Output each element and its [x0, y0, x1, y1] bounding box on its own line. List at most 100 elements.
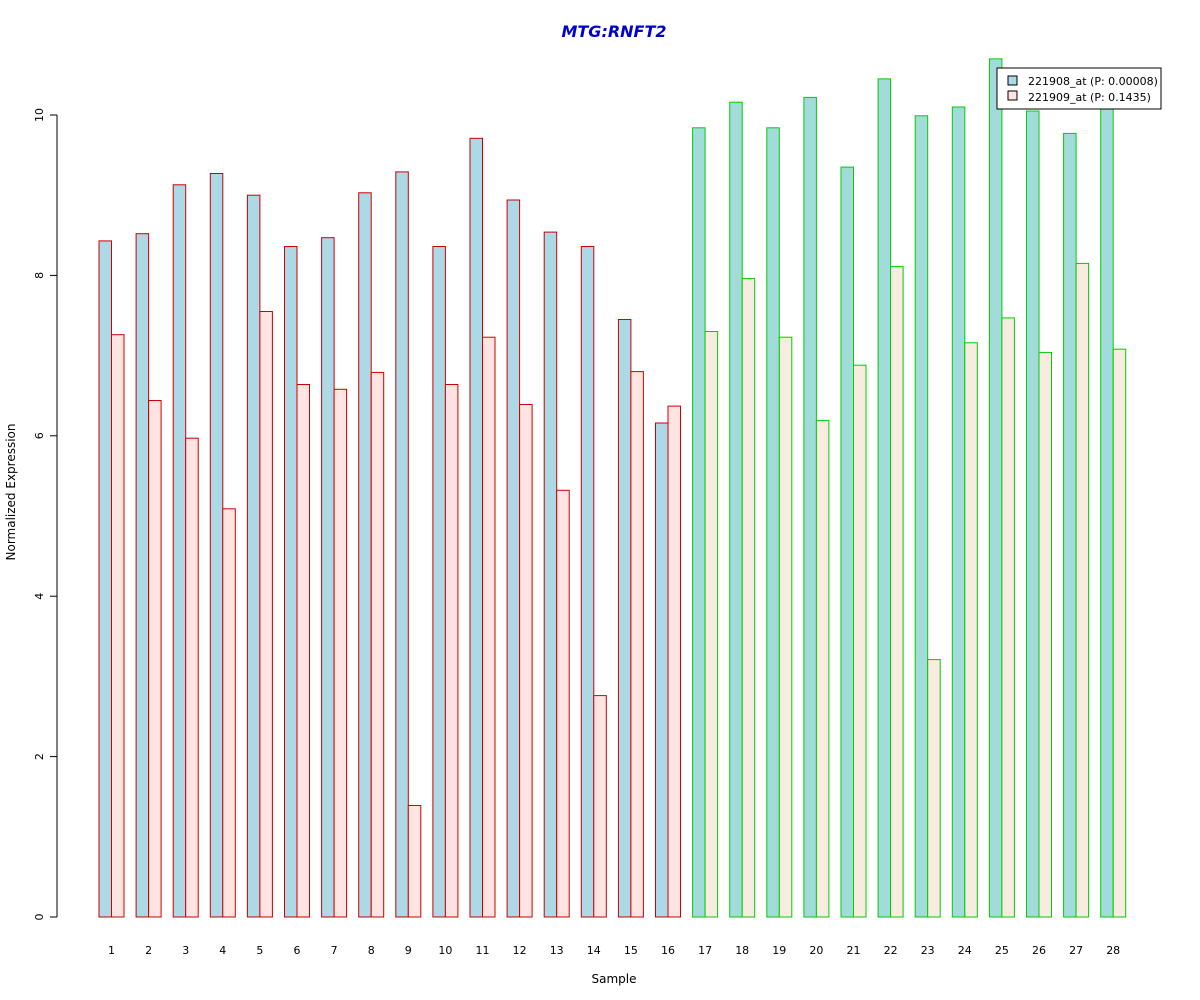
- bar-series-1-sample-11: [469, 137, 483, 918]
- x-tick-label-27: 27: [1069, 944, 1083, 957]
- bar-series-1-sample-22: [877, 78, 892, 918]
- bars-layer: [98, 58, 1127, 918]
- bar-series-2-sample-23: [927, 659, 941, 918]
- bar-series-2-sample-17: [704, 331, 719, 918]
- chart-title: MTG:RNFT2: [561, 22, 666, 41]
- bar-series-1-sample-7: [321, 237, 335, 918]
- x-tick-label-25: 25: [995, 944, 1009, 957]
- bar-series-2-sample-8: [370, 371, 385, 918]
- legend-label-series-2: 221909_at (P: 0.1435): [1028, 91, 1151, 104]
- x-axis-label: Sample: [592, 972, 637, 986]
- x-tick-label-28: 28: [1106, 944, 1120, 957]
- bar-series-1-sample-8: [358, 192, 372, 918]
- y-tick-label-6: 6: [33, 432, 46, 439]
- bar-series-2-sample-27: [1075, 262, 1090, 918]
- bar-series-1-sample-26: [1026, 110, 1040, 918]
- y-tick-label-2: 2: [33, 753, 46, 760]
- bar-series-1-sample-23: [914, 115, 929, 918]
- x-tick-label-23: 23: [921, 944, 935, 957]
- bar-series-1-sample-13: [543, 231, 558, 918]
- bar-series-2-sample-22: [890, 266, 904, 918]
- bar-series-2-sample-15: [630, 371, 644, 918]
- x-tick-label-12: 12: [513, 944, 527, 957]
- bar-series-2-sample-26: [1038, 351, 1052, 918]
- bar-series-2-sample-1: [111, 334, 125, 918]
- bar-series-1-sample-2: [135, 233, 150, 918]
- y-axis: 0 2 4 6 8 10: [33, 108, 58, 921]
- legend-label-series-1: 221908_at (P: 0.00008): [1028, 75, 1158, 88]
- bar-series-2-sample-6: [296, 384, 310, 918]
- bar-series-1-sample-28: [1100, 102, 1114, 918]
- y-tick-label-8: 8: [33, 272, 46, 279]
- bar-series-1-sample-4: [209, 173, 224, 918]
- x-tick-label-6: 6: [294, 944, 301, 957]
- bar-series-2-sample-24: [964, 342, 978, 918]
- x-tick-label-18: 18: [735, 944, 749, 957]
- bar-series-2-sample-25: [1001, 317, 1015, 918]
- bar-series-1-sample-9: [395, 171, 409, 918]
- y-tick-label-0: 0: [33, 914, 46, 921]
- x-tick-label-4: 4: [219, 944, 226, 957]
- x-tick-labels: 1 2 3 4 5 6 7 8 9 10 11 12 13 14 15 16 17 18 19 20 21 22 23 24 2…: [108, 944, 1120, 957]
- bar-series-2-sample-14: [593, 695, 607, 918]
- bar-series-1-sample-27: [1063, 132, 1077, 918]
- bar-series-1-sample-12: [506, 199, 521, 918]
- x-tick-label-16: 16: [661, 944, 675, 957]
- y-axis-label: Normalized Expression: [4, 423, 18, 560]
- bar-series-2-sample-7: [333, 388, 348, 918]
- x-tick-label-10: 10: [438, 944, 452, 957]
- x-tick-label-21: 21: [847, 944, 861, 957]
- bar-series-1-sample-21: [840, 166, 854, 918]
- x-tick-label-14: 14: [587, 944, 601, 957]
- bar-series-2-sample-20: [815, 420, 830, 918]
- bar-series-1-sample-24: [951, 106, 966, 918]
- x-tick-label-9: 9: [405, 944, 412, 957]
- legend: 221908_at (P: 0.00008) 221909_at (P: 0.1…: [996, 67, 1162, 110]
- bar-series-2-sample-10: [444, 384, 459, 918]
- bar-series-1-sample-18: [729, 101, 743, 918]
- bar-series-2-sample-16: [667, 405, 681, 918]
- x-tick-label-19: 19: [772, 944, 786, 957]
- x-tick-label-20: 20: [809, 944, 823, 957]
- bar-series-1-sample-10: [432, 246, 446, 918]
- x-tick-label-2: 2: [145, 944, 152, 957]
- x-tick-label-24: 24: [958, 944, 972, 957]
- bar-series-2-sample-28: [1112, 348, 1127, 918]
- x-tick-label-17: 17: [698, 944, 712, 957]
- bar-series-2-sample-3: [185, 437, 199, 918]
- legend-swatch-series-2: [1007, 90, 1018, 101]
- bar-series-1-sample-5: [246, 194, 261, 918]
- x-tick-label-5: 5: [256, 944, 263, 957]
- bar-series-1-sample-16: [655, 422, 669, 918]
- x-tick-label-8: 8: [368, 944, 375, 957]
- bar-series-2-sample-19: [778, 336, 793, 918]
- bar-series-1-sample-3: [172, 184, 187, 918]
- x-tick-label-1: 1: [108, 944, 115, 957]
- x-tick-label-11: 11: [476, 944, 490, 957]
- bar-series-2-sample-12: [519, 404, 533, 918]
- legend-swatch-series-1: [1007, 75, 1018, 86]
- bar-series-2-sample-18: [741, 278, 756, 918]
- x-tick-label-15: 15: [624, 944, 638, 957]
- x-tick-label-3: 3: [182, 944, 189, 957]
- x-tick-label-7: 7: [331, 944, 338, 957]
- bar-series-2-sample-13: [556, 489, 570, 918]
- bar-series-1-sample-6: [284, 246, 298, 918]
- y-tick-label-4: 4: [33, 593, 46, 600]
- bar-series-1-sample-19: [766, 127, 780, 918]
- bar-series-2-sample-11: [482, 336, 496, 918]
- legend-box: [996, 67, 1162, 110]
- bar-series-1-sample-1: [98, 240, 112, 918]
- bar-series-2-sample-5: [259, 311, 273, 918]
- bar-series-1-sample-15: [617, 319, 632, 918]
- bar-series-1-sample-17: [692, 127, 706, 918]
- bar-series-1-sample-20: [803, 96, 817, 918]
- bar-series-2-sample-9: [407, 805, 422, 918]
- x-tick-label-13: 13: [550, 944, 564, 957]
- bar-series-2-sample-2: [148, 400, 162, 918]
- x-tick-label-26: 26: [1032, 944, 1046, 957]
- bar-series-1-sample-25: [988, 58, 1003, 918]
- bar-series-2-sample-4: [222, 508, 236, 918]
- x-tick-label-22: 22: [884, 944, 898, 957]
